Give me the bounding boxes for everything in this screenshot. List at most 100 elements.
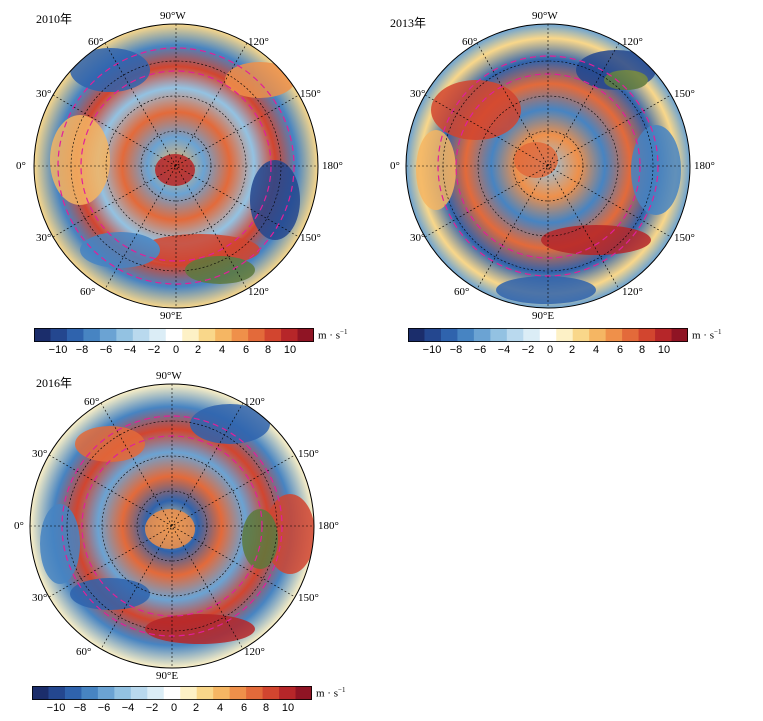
colorbar-segment [457, 328, 475, 342]
colorbar-segment [64, 686, 82, 700]
colorbar-segment [231, 328, 249, 342]
cb-tick: 0 [546, 344, 554, 356]
cb-tick: −4 [123, 344, 137, 356]
cb-tick: 10 [657, 344, 671, 356]
colorbar-segment [163, 686, 181, 700]
label-lower-right: 120° [248, 286, 269, 298]
colorbar-segment [229, 686, 247, 700]
label-upper-left: 60° [462, 36, 478, 48]
colorbar-segment [655, 328, 673, 342]
colorbar-segment [165, 328, 183, 342]
colorbar-segment [264, 328, 282, 342]
colorbar-segment [81, 686, 99, 700]
label-upper-left: 60° [88, 36, 104, 48]
cb-tick: −2 [147, 344, 161, 356]
colorbar [408, 328, 688, 342]
colorbar-segment [297, 328, 314, 342]
panel-title: 2013年 [390, 16, 427, 30]
label-bottom: 90°E [156, 670, 179, 682]
cb-tick: −10 [48, 344, 68, 356]
cb-tick: −2 [145, 702, 159, 714]
cb-tick: −6 [99, 344, 113, 356]
colorbar-segment [506, 328, 524, 342]
colorbar-segment [408, 328, 425, 342]
colorbar-segment [248, 328, 266, 342]
cb-tick: 8 [638, 344, 646, 356]
label-top: 90°W [156, 370, 182, 382]
label-bottom: 90°E [160, 310, 183, 322]
colorbar-segment [556, 328, 574, 342]
colorbar-border [408, 328, 688, 342]
colorbar-segment [424, 328, 442, 342]
colorbar-segment [213, 686, 231, 700]
cb-tick: −4 [121, 702, 135, 714]
cb-tick: 0 [172, 344, 180, 356]
cb-tick: −8 [73, 702, 87, 714]
colorbar-segment [147, 686, 165, 700]
label-left-lower: 30° [36, 232, 52, 244]
colorbar-segment [66, 328, 84, 342]
colorbar-segment [279, 686, 297, 700]
colorbar-segment [99, 328, 117, 342]
colorbar-segment [83, 328, 101, 342]
colorbar-border [32, 686, 312, 700]
label-right: 180° [318, 520, 339, 532]
cb-tick: −4 [497, 344, 511, 356]
cb-tick: −10 [46, 702, 66, 714]
cb-tick: 10 [283, 344, 297, 356]
panel-title: 2016年 [36, 376, 73, 390]
colorbar-border [34, 328, 314, 342]
cb-tick: 4 [218, 344, 226, 356]
label-upper-left: 60° [84, 396, 100, 408]
colorbar-segment [622, 328, 640, 342]
colorbar-segment [215, 328, 233, 342]
label-bottom: 90°E [532, 310, 555, 322]
colorbar-segment [473, 328, 491, 342]
cb-unit: m · s−1 [318, 328, 348, 342]
colorbar-segment [97, 686, 115, 700]
label-upper-right: 120° [622, 36, 643, 48]
colorbar-segment [50, 328, 68, 342]
polar-map [33, 23, 319, 309]
panel-2013: 2013年 [376, 0, 763, 356]
colorbar-segment [196, 686, 214, 700]
cb-tick: −8 [449, 344, 463, 356]
label-left-lower: 30° [410, 232, 426, 244]
label-left: 0° [14, 520, 24, 532]
colorbar-segment [149, 328, 167, 342]
colorbar-segment [182, 328, 200, 342]
colorbar-segment [605, 328, 623, 342]
cb-tick: 2 [194, 344, 202, 356]
label-upper-right: 120° [244, 396, 265, 408]
label-left-upper: 30° [410, 88, 426, 100]
colorbar-segment [198, 328, 216, 342]
label-right: 180° [322, 160, 343, 172]
cb-unit: m · s−1 [692, 328, 722, 342]
label-right-upper: 150° [298, 448, 319, 460]
colorbar-segment [440, 328, 458, 342]
label-lower-right: 120° [244, 646, 265, 658]
panel-title: 2010年 [36, 12, 73, 26]
colorbar-segment [34, 328, 51, 342]
cb-tick: −6 [97, 702, 111, 714]
colorbar-segment [589, 328, 607, 342]
cb-tick: −8 [75, 344, 89, 356]
colorbar-segment [281, 328, 299, 342]
colorbar-segment [48, 686, 66, 700]
label-left-upper: 30° [32, 448, 48, 460]
colorbar [32, 686, 312, 700]
cb-tick: 4 [592, 344, 600, 356]
label-right: 180° [694, 160, 715, 172]
cb-unit: m · s−1 [316, 686, 346, 700]
colorbar [34, 328, 314, 342]
colorbar-segment [638, 328, 656, 342]
cb-tick: 0 [170, 702, 178, 714]
label-top: 90°W [160, 10, 186, 22]
label-right-upper: 150° [300, 88, 321, 100]
label-lower-left: 60° [80, 286, 96, 298]
label-upper-right: 120° [248, 36, 269, 48]
cb-tick: −2 [521, 344, 535, 356]
label-right-upper: 150° [674, 88, 695, 100]
colorbar-segment [116, 328, 134, 342]
colorbar-segment [572, 328, 590, 342]
